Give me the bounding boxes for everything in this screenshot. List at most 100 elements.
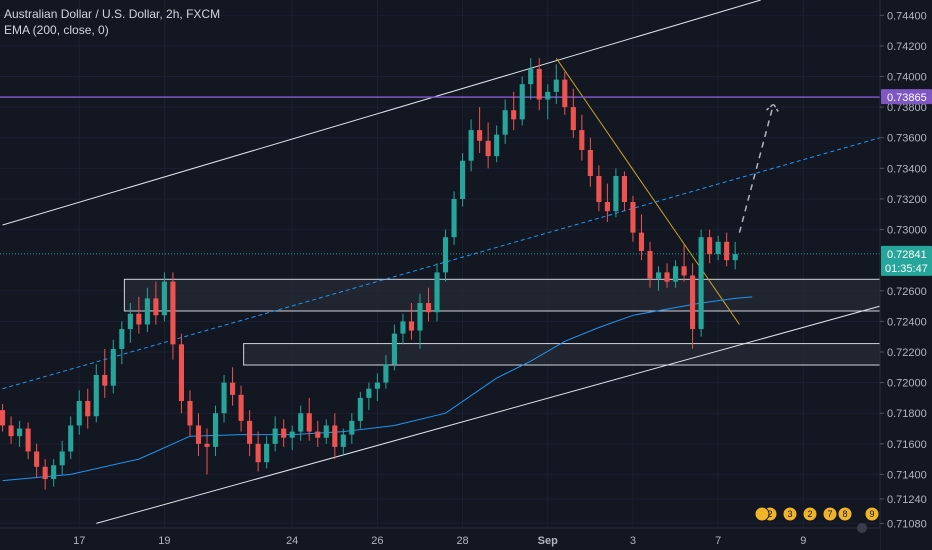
chart-legend: Australian Dollar / U.S. Dollar, 2h, FXC… [4,6,220,38]
candle-body [604,202,610,212]
candle-body [528,68,534,85]
candle-body [400,321,406,334]
x-tick-label: Sep [538,535,558,547]
candle [289,425,295,450]
candle [630,195,636,242]
candle-body [238,394,244,421]
event-flag-icon [822,506,838,522]
event-flag-icon [864,506,880,522]
candle-body [76,400,82,426]
x-tick-label: 19 [158,535,170,547]
event-count: 9 [869,509,874,519]
y-tick-label: 0.71600 [887,439,927,451]
candle [562,71,568,115]
y-tick-label: 0.74200 [887,41,927,53]
candle-body [0,410,6,426]
candle-body [349,420,355,435]
candle-body [230,382,236,395]
candle [681,244,687,282]
indicator-label[interactable]: EMA (200, close, 0) [4,23,109,37]
candle-body [434,272,440,313]
candle [178,333,185,414]
candle-body [212,413,219,447]
y-tick-label: 0.73200 [887,194,927,206]
candle [638,214,645,261]
candle-body [468,130,474,161]
candle [204,428,210,475]
candle-body [272,428,278,444]
candle-body [102,374,108,386]
candle [0,404,6,432]
candle [238,385,244,432]
candle-body [391,333,397,365]
candle-body [417,303,423,331]
candle [655,266,662,291]
candle-body [442,237,449,273]
candle-body [724,241,730,261]
y-tick-label: 0.72200 [887,347,927,359]
candle-body [647,250,653,279]
candle-body [587,149,593,176]
y-tick-label: 0.72400 [887,316,927,328]
candle [315,420,321,447]
candle [153,281,159,325]
candle [119,321,125,365]
x-tick-label: 17 [73,535,85,547]
candle-body [672,266,679,282]
candle-body [34,451,40,467]
candle-body [681,266,687,276]
y-tick-label: 0.73000 [887,225,927,237]
time-axis [0,528,880,550]
channel-mid-line [2,137,881,390]
candle [195,413,202,457]
candle [221,374,227,423]
event-count: 2 [767,509,772,519]
event-flag-icon [782,506,798,522]
candle [519,76,525,126]
candle [59,440,65,475]
candle [8,416,14,444]
candle [528,58,534,100]
candle [85,388,91,429]
candle [383,355,389,389]
candle-body [707,237,713,255]
candle [400,313,406,345]
candle [42,459,48,490]
resistance-price-tag [881,89,932,105]
candle [604,183,610,222]
candle [306,397,312,441]
candle [502,99,508,144]
candle [698,229,704,337]
candle [161,272,167,322]
candle [613,168,619,218]
candle [596,165,602,212]
candle-body [425,303,432,313]
candle-body [315,431,321,438]
symbol-title[interactable]: Australian Dollar / U.S. Dollar, 2h, FXC… [4,7,221,21]
candle-body [221,382,227,414]
candle-body [579,130,585,150]
candle [323,419,329,444]
candle-body [340,434,346,447]
candle [545,84,551,120]
x-tick-label: 9 [800,535,806,547]
y-tick-label: 0.72600 [887,286,927,298]
candle-body [127,313,133,330]
candle-body [289,431,295,438]
candle-body [204,443,210,447]
y-tick-label: 0.73400 [887,163,927,175]
candle [724,232,730,267]
candle [672,260,679,288]
y-tick-label: 0.71080 [887,518,927,530]
candle-body [85,400,91,417]
support-zone [243,343,881,366]
candle [664,263,670,288]
candle [357,391,363,429]
x-tick-label: 3 [630,535,636,547]
channel-upper-line [2,0,761,226]
candle [247,410,253,457]
candle [391,324,397,371]
trendline-line [555,57,740,325]
candle [460,153,466,207]
